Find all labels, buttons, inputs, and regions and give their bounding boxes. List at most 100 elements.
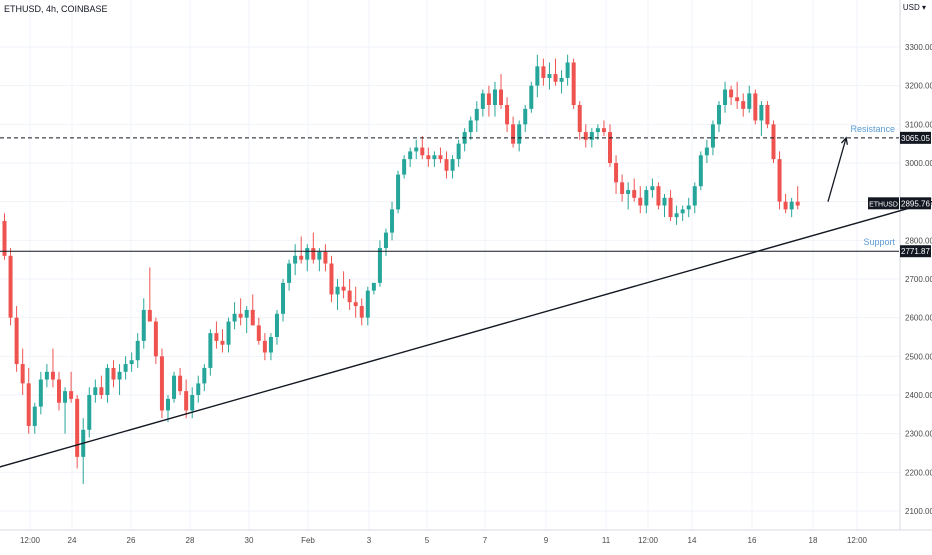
symbol-title: ETHUSD, 4h, COINBASE <box>4 4 108 14</box>
candle-body-up <box>674 213 679 218</box>
y-tick-label: 2300.00 <box>905 430 932 439</box>
x-tick-label: 30 <box>245 536 254 545</box>
candle-body-down <box>741 101 746 109</box>
candle-body-up <box>565 62 570 78</box>
candle-body-up <box>492 89 497 105</box>
x-tick-label: 14 <box>688 536 697 545</box>
candle-body-up <box>704 147 709 156</box>
candle-body-down <box>505 105 510 125</box>
y-tick-label: 3300.00 <box>905 43 932 52</box>
candle-body-down <box>426 155 431 160</box>
candle-body-down <box>571 62 576 105</box>
y-tick-label: 2800.00 <box>905 236 932 245</box>
candle-body-up <box>716 105 721 125</box>
x-tick-label: 26 <box>127 536 136 545</box>
candle-body-up <box>759 105 764 121</box>
candle-body-down <box>668 197 673 218</box>
candle-body-down <box>159 356 164 411</box>
candle-body-up <box>172 375 177 399</box>
currency-label[interactable]: USD ▾ <box>903 3 926 12</box>
x-tick-label: 7 <box>483 536 488 545</box>
x-tick-label: 5 <box>425 536 430 545</box>
candle-body-up <box>244 309 249 318</box>
candle-body-down <box>256 325 261 341</box>
candle-body-down <box>795 201 800 206</box>
candle-body-down <box>771 124 776 160</box>
last-price-badge-bg <box>900 197 931 210</box>
y-tick-label: 2200.00 <box>905 468 932 477</box>
candle-body-down <box>632 190 637 198</box>
candle-body-down <box>735 97 740 102</box>
candle-body-up <box>87 395 92 430</box>
projection-arrow-line <box>827 137 847 202</box>
candle-body-up <box>547 74 552 78</box>
candle-body-up <box>789 201 794 210</box>
candle-body-up <box>305 248 310 260</box>
candle-body-down <box>608 132 612 163</box>
support-label: Support <box>863 237 895 247</box>
candle-body-up <box>468 120 473 133</box>
arrow-head-icon <box>841 136 848 145</box>
candle-body-down <box>69 391 74 399</box>
candle-body-down <box>353 302 358 307</box>
candle-body-up <box>535 66 540 86</box>
candle-body-up <box>190 395 195 411</box>
candle-body-down <box>214 333 219 341</box>
x-tick-label: 18 <box>809 536 818 545</box>
candle-body-down <box>444 159 449 171</box>
candle-body-up <box>63 391 68 403</box>
chevron-down-icon: ▾ <box>921 3 926 12</box>
candle-body-up <box>268 337 273 353</box>
candle-body-up <box>317 251 322 260</box>
y-tick-label: 2100.00 <box>905 507 932 516</box>
candle-body-down <box>2 221 7 256</box>
candle-body-up <box>117 371 122 380</box>
candle-body-up <box>44 371 49 380</box>
candle-body-down <box>147 309 152 322</box>
candle-body-up <box>165 398 170 411</box>
candle-body-up <box>710 124 715 148</box>
candle-body-down <box>511 124 516 144</box>
y-tick-label: 3100.00 <box>905 120 932 129</box>
last-price-symbol: ETHUSD <box>869 201 898 208</box>
candle-body-down <box>583 132 588 140</box>
candle-body-down <box>26 383 31 426</box>
candle-body-up <box>480 93 485 109</box>
currency-code: USD <box>902 3 920 12</box>
candle-body-up <box>589 132 594 140</box>
candle-body-up <box>408 151 413 160</box>
y-tick-label: 2400.00 <box>905 391 932 400</box>
candle-body-down <box>486 93 491 105</box>
x-tick-label: 12:00 <box>20 536 41 545</box>
y-tick-label: 3000.00 <box>905 159 932 168</box>
support-price-badge-bg <box>900 245 931 258</box>
candle-body-up <box>474 108 479 121</box>
x-tick-label: 28 <box>186 536 195 545</box>
candle-body-down <box>777 159 782 202</box>
candle-body-up <box>196 383 201 395</box>
candle-body-down <box>299 255 304 260</box>
candle-body-up <box>365 290 370 318</box>
candle-body-down <box>220 340 225 345</box>
candle-body-down <box>184 391 189 411</box>
candle-body-up <box>202 367 207 384</box>
x-tick-label: 11 <box>602 536 611 545</box>
x-tick-label: 24 <box>68 536 77 545</box>
candle-body-up <box>644 190 649 206</box>
y-tick-label: 2500.00 <box>905 352 932 361</box>
x-tick-label: 12:00 <box>847 536 868 545</box>
y-tick-label: 3200.00 <box>905 82 932 91</box>
candle-body-down <box>499 89 504 105</box>
candle-body-up <box>456 143 461 160</box>
y-tick-label: 2600.00 <box>905 314 932 323</box>
resistance-price-badge-bg <box>900 131 931 144</box>
candle-body-up <box>105 367 110 395</box>
trendline <box>0 200 932 468</box>
x-tick-label: 9 <box>544 536 549 545</box>
candle-body-down <box>438 155 443 160</box>
candle-body-up <box>129 360 134 365</box>
candle-body-down <box>601 128 606 133</box>
candle-body-down <box>614 163 619 183</box>
candle-body-up <box>335 286 340 295</box>
